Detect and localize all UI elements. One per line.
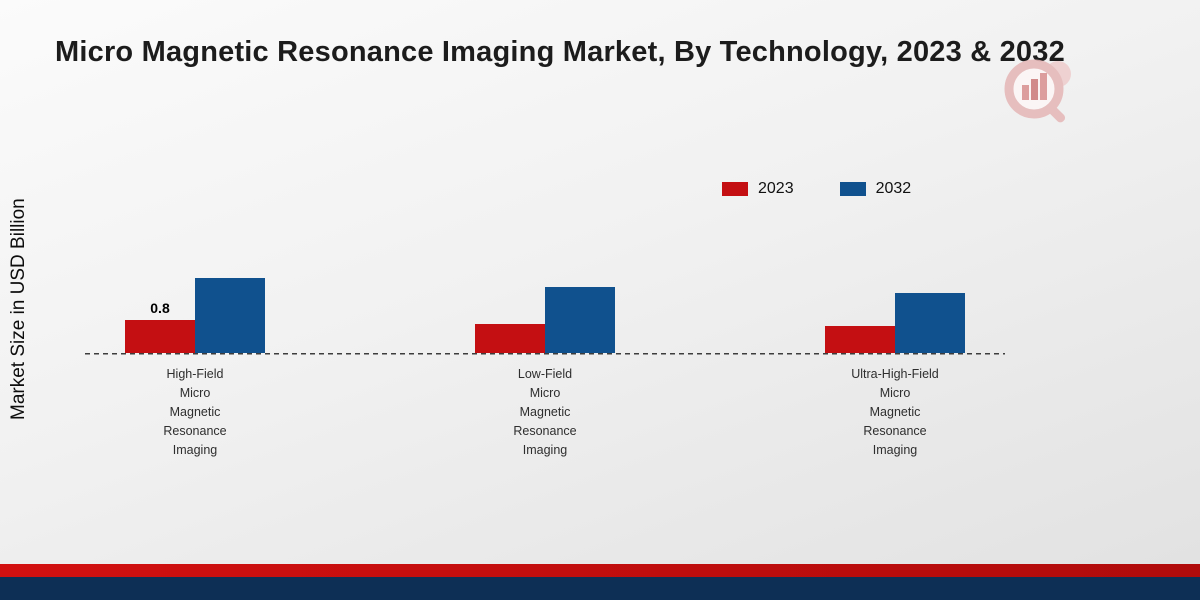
footer-navy-bar: [0, 577, 1200, 600]
page-title: Micro Magnetic Resonance Imaging Market,…: [55, 36, 1065, 68]
bar-group-2: Low-Field Micro Magnetic Resonance Imaging: [435, 218, 655, 460]
category-label-3: Ultra-High-Field Micro Magnetic Resonance Im…: [851, 367, 939, 457]
legend-item-2032: 2032: [839, 180, 912, 198]
bar-pair: 0.8: [125, 218, 265, 353]
brand-logo: [1000, 56, 1082, 133]
bar-2032-group2: [545, 287, 615, 353]
bar-pair: [825, 218, 965, 353]
category-label-2: Low-Field Micro Magnetic Resonance Imaging: [513, 367, 577, 457]
bar-pair: [475, 218, 615, 353]
legend: 2023 2032: [722, 180, 911, 198]
bar-2032-group1: [195, 278, 265, 353]
bar-group-1: 0.8 High-Field Micro Magnetic Resonance Imagi…: [85, 218, 305, 460]
bar-2032-group3: [895, 293, 965, 353]
bar-2023-group2: [475, 324, 545, 353]
bar-2023-group1: 0.8: [125, 300, 195, 353]
legend-item-2023: 2023: [722, 180, 794, 198]
legend-label: 2032: [875, 180, 912, 197]
bar-group-3: Ultra-High-Field Micro Magnetic Resonance Im…: [785, 218, 1005, 460]
y-axis-label: Market Size in USD Billion: [8, 198, 29, 421]
x-axis-baseline: [85, 353, 1005, 355]
legend-swatch-2023: [722, 182, 748, 196]
legend-swatch-2032: [839, 182, 866, 196]
footer-red-stripe: [0, 564, 1200, 577]
bar-2023-group3: [825, 326, 895, 353]
legend-label: 2023: [758, 180, 794, 197]
plot-area: 0.8 High-Field Micro Magnetic Resonance Imagi…: [85, 218, 1005, 460]
bar-chart-logo-icon: [1004, 59, 1071, 123]
bar-value-label: 0.8: [150, 300, 170, 316]
category-label-1: High-Field Micro Magnetic Resonance Imaging: [163, 367, 227, 457]
